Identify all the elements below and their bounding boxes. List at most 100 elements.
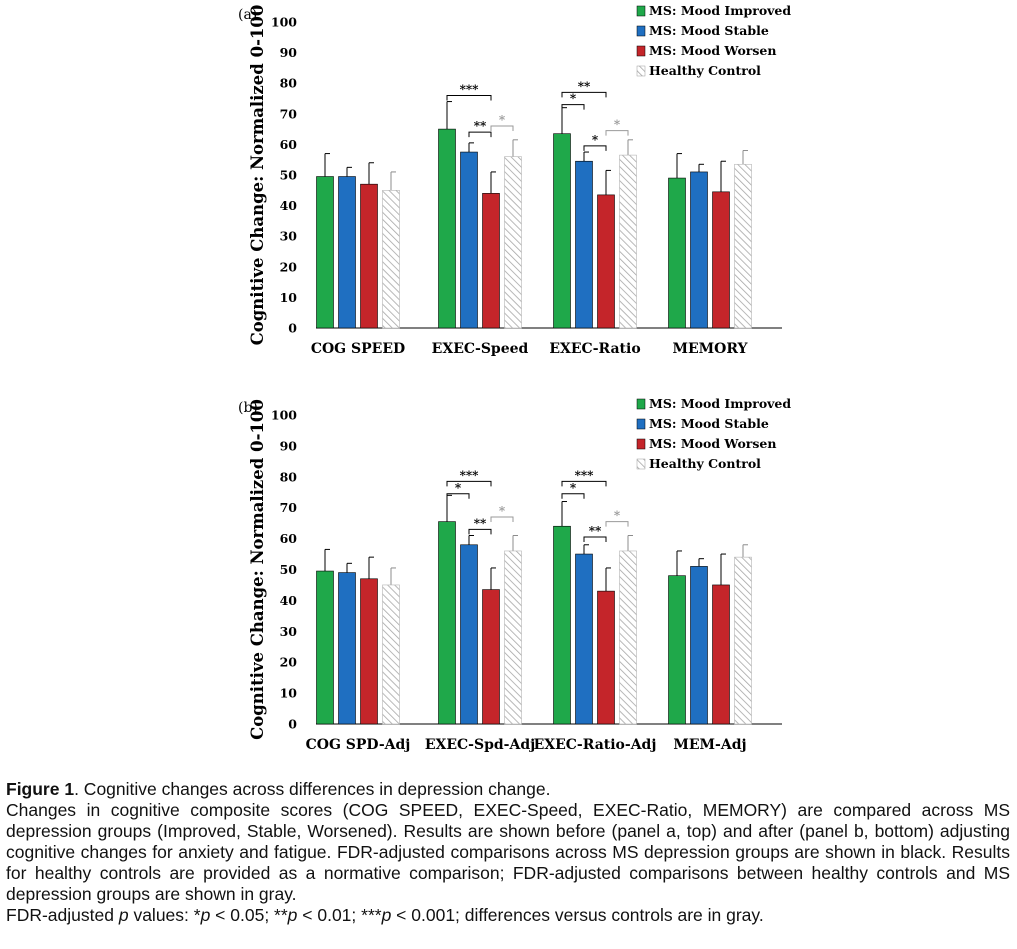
legend-swatch-control (636, 65, 646, 77)
bar-stable (690, 566, 708, 725)
y-tick-label: 20 (280, 655, 298, 670)
significance-label: ** (589, 524, 602, 538)
caption-pvalues-values: values: * (133, 905, 201, 925)
significance-label: ** (474, 516, 487, 530)
bar-control (619, 550, 637, 725)
significance-bracket (561, 91, 607, 98)
legend-swatch-improved (636, 5, 646, 17)
bar-improved (553, 133, 571, 329)
y-tick-label: 100 (271, 15, 297, 30)
panel-a: (a)Cognitive Change: Normalized 0-100 0 10… (238, 3, 791, 357)
bar-worsen (597, 194, 615, 329)
bar-worsen (482, 193, 500, 329)
caption-title: Figure 1. Cognitive changes across diffe… (6, 779, 1010, 800)
bar-worsen (360, 578, 378, 725)
legend-swatch-stable (636, 418, 646, 430)
y-axis-title: Cognitive Change: Normalized 0-100 (248, 399, 267, 740)
y-tick-label: 50 (280, 168, 298, 183)
bar-control (619, 154, 637, 329)
significance-bracket (561, 480, 607, 487)
significance-label: * (455, 481, 462, 495)
significance-label: *** (460, 82, 480, 96)
significance-bracket (561, 104, 585, 110)
y-tick-label: 60 (280, 531, 298, 546)
significance-bracket (468, 131, 492, 138)
figure: (a)Cognitive Change: Normalized 0-100 010… (238, 3, 791, 753)
significance-bracket (561, 493, 585, 499)
legend-label: MS: Mood Stable (649, 416, 769, 431)
caption-pvalues-prefix: FDR-adjusted (6, 905, 114, 925)
significance-bracket (468, 528, 492, 535)
bar-worsen (597, 590, 615, 725)
bar-worsen (712, 191, 730, 329)
caption-p2: < 0.01; *** (297, 905, 382, 925)
legend-label: MS: Mood Improved (649, 396, 791, 411)
caption-pvalues: FDR-adjusted p values: *p < 0.05; **p < … (6, 905, 1010, 926)
y-tick-label: 0 (288, 717, 297, 732)
significance-label: *** (460, 468, 480, 482)
bar-worsen (482, 589, 500, 725)
caption-p-symbol: p (118, 905, 129, 925)
bar-control (382, 584, 400, 725)
panel-label: (b) (238, 400, 258, 416)
significance-bracket (446, 480, 492, 487)
bar-stable (575, 553, 593, 725)
significance-bracket (605, 130, 629, 136)
significance-label: * (499, 113, 506, 127)
significance-bracket (490, 516, 514, 522)
legend-swatch-improved (636, 398, 646, 410)
x-category-label: EXEC-Spd-Adj (425, 737, 535, 753)
bar-improved (668, 177, 686, 329)
bar-stable (690, 171, 708, 329)
bar-control (734, 556, 752, 725)
caption-p-symbol: p (381, 905, 392, 925)
bar-improved (668, 575, 686, 725)
significance-label: * (570, 481, 577, 495)
y-tick-label: 30 (280, 229, 298, 244)
x-category-label: EXEC-Ratio (549, 341, 640, 357)
legend-swatch-stable (636, 25, 646, 37)
legend-label: Healthy Control (649, 63, 761, 78)
bar-control (504, 156, 522, 329)
y-tick-label: 70 (280, 500, 298, 515)
bar-improved (438, 521, 456, 725)
y-tick-label: 40 (280, 198, 298, 213)
caption-p-symbol: p (200, 905, 211, 925)
legend-swatch-worsen (636, 45, 646, 57)
significance-label: ** (474, 119, 487, 133)
legend-label: MS: Mood Stable (649, 23, 769, 38)
y-tick-label: 40 (280, 593, 298, 608)
legend-label: Healthy Control (649, 456, 761, 471)
legend-label: MS: Mood Worsen (649, 43, 776, 58)
y-tick-label: 80 (280, 469, 298, 484)
x-category-label: COG SPD-Adj (306, 737, 411, 753)
legend-label: MS: Mood Improved (649, 3, 791, 18)
caption-p1: < 0.05; ** (210, 905, 288, 925)
x-category-label: EXEC-Ratio-Adj (534, 737, 657, 753)
x-category-label: MEMORY (672, 341, 748, 357)
caption-body: Changes in cognitive composite scores (C… (6, 800, 1010, 904)
y-tick-label: 90 (280, 438, 298, 453)
significance-label: * (592, 133, 599, 147)
bar-worsen (360, 183, 378, 329)
significance-bracket (605, 521, 629, 527)
y-tick-label: 100 (271, 408, 297, 423)
significance-label: * (570, 92, 577, 106)
bar-stable (460, 151, 478, 329)
y-tick-label: 60 (280, 137, 298, 152)
y-tick-label: 30 (280, 624, 298, 639)
significance-bracket (583, 145, 607, 151)
significance-bracket (583, 536, 607, 543)
bar-control (734, 163, 752, 329)
x-category-label: MEM-Adj (673, 737, 746, 753)
y-tick-label: 70 (280, 106, 298, 121)
legend-label: MS: Mood Worsen (649, 436, 776, 451)
significance-bracket (446, 493, 470, 499)
legend-swatch-worsen (636, 438, 646, 450)
significance-label: *** (575, 468, 595, 482)
y-tick-label: 10 (280, 686, 298, 701)
bar-improved (316, 176, 334, 329)
caption-p3: < 0.001; differences versus controls are… (391, 905, 764, 925)
x-category-label: EXEC-Speed (432, 341, 529, 357)
significance-label: * (614, 118, 621, 132)
